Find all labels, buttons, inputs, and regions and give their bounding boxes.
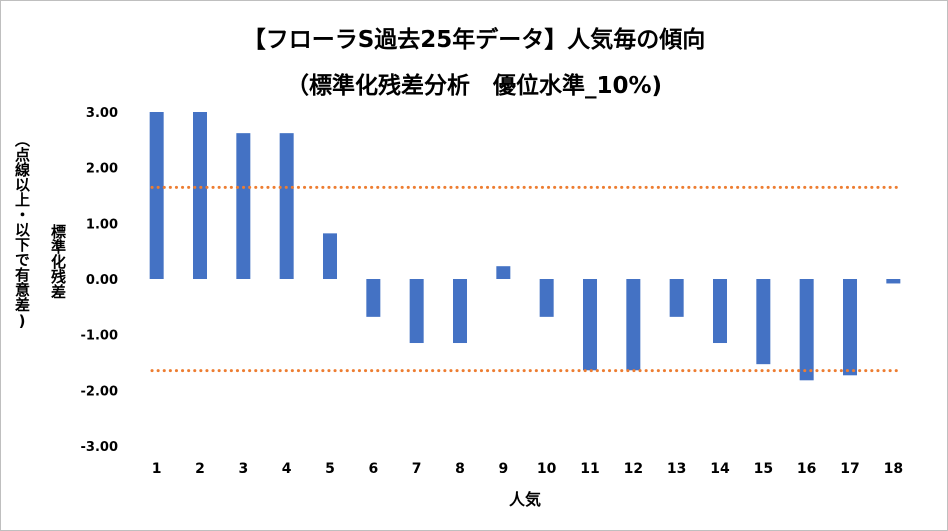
x-tick-label: 6: [368, 461, 378, 477]
bar: [713, 279, 727, 344]
x-tick-label: 12: [624, 461, 643, 477]
x-tick-label: 11: [580, 461, 599, 477]
bar: [366, 279, 381, 317]
y-axis-label-note: （点線以上・以下で有意差): [13, 132, 31, 330]
bar: [453, 279, 467, 344]
x-tick-label: 15: [754, 461, 773, 477]
x-tick-label: 7: [412, 461, 422, 477]
bar: [236, 133, 251, 279]
y-tick-label: 3.00: [86, 106, 118, 121]
y-tick-label: 0.00: [86, 273, 118, 288]
x-tick-label: 18: [884, 461, 903, 477]
chart-title: 【フローラS過去25年データ】人気毎の傾向: [242, 27, 706, 53]
bar: [886, 279, 901, 284]
y-tick-label: -3.00: [81, 440, 118, 455]
x-tick-label: 3: [238, 461, 248, 477]
x-axis-label: 人気: [509, 490, 541, 509]
bar: [843, 279, 857, 376]
y-tick-label: -2.00: [81, 384, 118, 399]
x-tick-label: 4: [282, 461, 292, 477]
bar: [539, 279, 554, 317]
bar: [149, 112, 164, 279]
y-axis-label-main: 標準化残差: [49, 224, 67, 299]
bar: [193, 112, 207, 279]
bar: [669, 279, 684, 317]
bar: [496, 266, 511, 279]
bar: [583, 279, 597, 371]
x-tick-label: 9: [498, 461, 508, 477]
bar: [409, 279, 424, 344]
x-tick-label: 17: [840, 461, 859, 477]
y-tick-label: 2.00: [86, 162, 118, 177]
x-tick-label: 10: [537, 461, 557, 477]
bar: [323, 233, 337, 279]
x-tick-label: 2: [195, 461, 205, 477]
x-tick-label: 1: [152, 461, 162, 477]
y-axis-label: 標準化残差 （点線以上・以下で有意差): [8, 132, 68, 402]
y-tick-label: 1.00: [86, 217, 118, 232]
y-tick-label: -1.00: [81, 329, 118, 344]
x-tick-label: 13: [667, 461, 686, 477]
bar: [279, 133, 294, 279]
x-tick-label: 8: [455, 461, 465, 477]
chart-subtitle: （標準化残差分析 優位水準_10%): [285, 73, 663, 99]
x-tick-label: 5: [325, 461, 335, 477]
x-tick-label: 14: [710, 461, 730, 477]
bar: [756, 279, 771, 365]
bar: [799, 279, 814, 381]
bar: [626, 279, 641, 371]
x-tick-label: 16: [797, 461, 816, 477]
